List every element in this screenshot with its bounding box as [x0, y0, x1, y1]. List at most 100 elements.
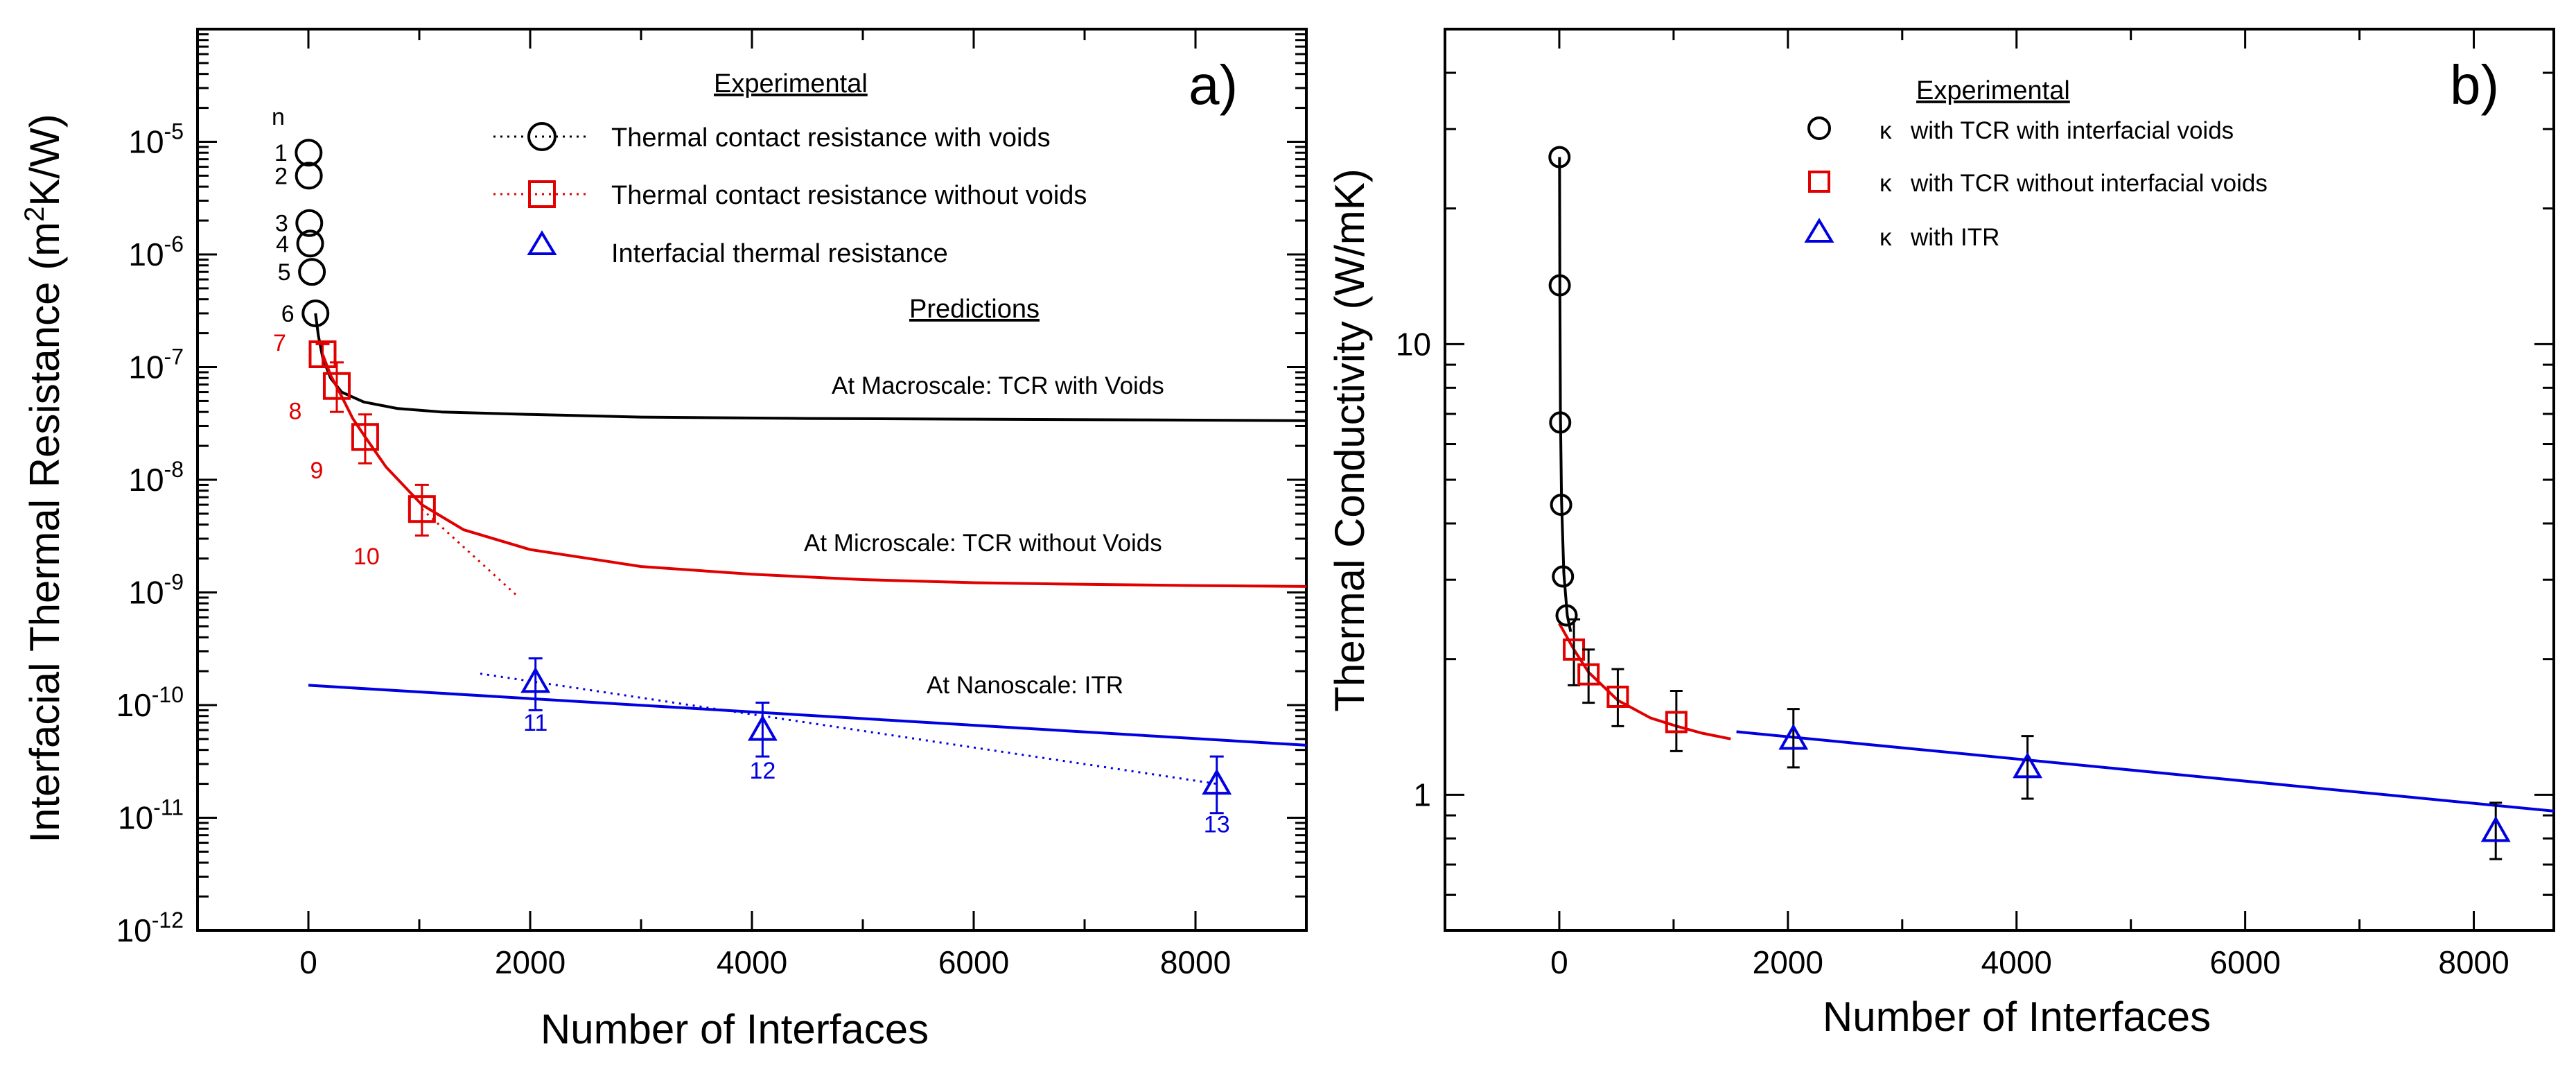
- data-point-circle: [295, 139, 323, 167]
- y-tick-label: 10-5: [128, 119, 184, 160]
- x-tick-label: 8000: [1160, 944, 1231, 980]
- panel-a-legend-title: Experimental: [714, 69, 868, 98]
- data-point-circle: [1548, 274, 1571, 297]
- fit-curve-2: [308, 684, 1307, 747]
- y-tick-label: 10: [1396, 326, 1431, 362]
- point-label: 8: [288, 399, 301, 425]
- panel-a-fit-curves: [308, 313, 1307, 747]
- panel-b-legend-marker-square: [1808, 171, 1830, 193]
- x-tick-label: 6000: [2209, 944, 2280, 980]
- data-point-square: [1665, 711, 1688, 734]
- panel-a-predictions-title: Predictions: [909, 295, 1040, 324]
- point-label: 13: [1204, 812, 1230, 838]
- x-tick-label: 0: [1550, 944, 1568, 980]
- panel-b-fit-curves: [1558, 157, 2555, 813]
- panel-a-label: a): [1189, 54, 1238, 116]
- y-tick-label: 10-12: [116, 908, 184, 948]
- macroscale-label: At Macroscale: TCR with Voids: [832, 372, 1164, 399]
- panel-a-legend-label-voids: Thermal contact resistance with voids: [611, 123, 1051, 153]
- y-tick-label: 10-9: [128, 570, 184, 611]
- x-tick-label: 2000: [495, 944, 566, 980]
- point-label: 3: [275, 211, 288, 237]
- fit-curve-1: [1558, 623, 1731, 740]
- data-point-triangle: [2013, 752, 2043, 779]
- x-tick-label: 4000: [1981, 944, 2052, 980]
- fit-curve-0: [314, 313, 1307, 422]
- data-point-circle: [295, 209, 324, 237]
- y-tick-label: 10-11: [118, 795, 184, 836]
- data-point-circle: [1550, 494, 1572, 517]
- point-label: 4: [276, 231, 289, 257]
- microscale-label: At Microscale: TCR without Voids: [804, 530, 1162, 557]
- fit-curve-1: [321, 354, 1307, 588]
- data-point-triangle: [1202, 768, 1232, 795]
- panel-a-legend-marker-square: [528, 180, 556, 208]
- panel-a-legend-label-itr: Interfacial thermal resistance: [611, 239, 948, 268]
- y-tick-label: 10-8: [128, 457, 184, 498]
- data-point-triangle: [1778, 723, 1809, 750]
- panel-b-legend-kappa-1: κ: [1880, 117, 1892, 144]
- point-label: 10: [353, 544, 380, 570]
- panel-b-legend-title: Experimental: [1916, 76, 2070, 105]
- data-point-circle: [295, 162, 323, 190]
- panel-a-legend-marker-triangle: [527, 230, 557, 255]
- data-point-circle: [1548, 146, 1571, 168]
- panel-b-legend-kappa-2: κ: [1880, 170, 1892, 197]
- panel-a-legend-label-novoids: Thermal contact resistance without voids: [611, 181, 1087, 210]
- y-tick-label: 10-6: [128, 232, 184, 272]
- data-point-circle: [1555, 604, 1578, 627]
- panel-a-trendlines: [421, 508, 1217, 786]
- x-tick-label: 0: [299, 944, 317, 980]
- data-point-square: [322, 372, 351, 400]
- point-label: 2: [274, 163, 288, 189]
- panel-a-legend-marker-circle: [527, 122, 557, 151]
- nanoscale-label: At Nanoscale: ITR: [927, 672, 1123, 699]
- panel-a-chart: 0 2000 4000 6000 8000 10-1210-1110-1010-910-…: [19, 28, 1308, 1052]
- panel-b-legend-label-2: with TCR without interfacial voids: [1910, 170, 2268, 197]
- data-point-triangle: [520, 666, 551, 693]
- panel-b-data-points: [1548, 146, 2511, 860]
- data-point-circle: [301, 299, 330, 327]
- panel-b-chart: 0 2000 4000 6000 8000 1 10 Number of Interfac…: [1326, 28, 2555, 1040]
- trendline-0: [421, 508, 520, 599]
- panel-b-legend-marker-circle: [1807, 116, 1831, 140]
- data-point-circle: [298, 258, 326, 286]
- x-tick-label: 8000: [2438, 944, 2509, 980]
- panel-b-x-axis-title: Number of Interfaces: [1823, 994, 2211, 1040]
- data-point-circle: [1549, 411, 1572, 434]
- panel-b-y-tick-labels: 1 10: [1396, 326, 1431, 813]
- panel-a-plot-frame: [196, 28, 1308, 932]
- x-tick-label: 4000: [717, 944, 787, 980]
- panel-b-legend-marker-triangle: [1804, 218, 1834, 243]
- fit-curve-2: [1736, 730, 2555, 813]
- x-tick-label: 6000: [938, 944, 1009, 980]
- data-point-triangle: [747, 715, 778, 741]
- panel-b-legend-label-1: with TCR with interfacial voids: [1910, 117, 2234, 144]
- panel-b-axis-ticks: [1444, 28, 2554, 932]
- y-tick-label: 1: [1413, 777, 1431, 813]
- point-label: 12: [749, 758, 776, 784]
- panel-b-x-tick-labels: 0 2000 4000 6000 8000: [1550, 944, 2509, 980]
- point-label: 5: [278, 259, 291, 286]
- data-point-square: [408, 495, 436, 523]
- point-label: 11: [523, 710, 547, 736]
- panel-a-x-axis-title: Number of Interfaces: [541, 1006, 929, 1052]
- panel-a-axis-ticks: [196, 28, 1308, 932]
- panel-b-legend-label-3: with ITR: [1910, 224, 1999, 251]
- y-tick-label: 10-7: [128, 345, 184, 385]
- panel-b-y-axis-title: Thermal Conductivity (W/mK): [1326, 168, 1373, 711]
- panel-a-y-axis-title: Interfacial Thermal Resistance (m2K/W): [19, 114, 68, 842]
- panel-a-y-tick-labels: 10-12 10-11 10-10 10-9 10-8 10-7 10-6 10-5: [116, 119, 184, 949]
- point-label: 1: [274, 140, 288, 166]
- point-label: 7: [273, 330, 286, 356]
- y-tick-label: 10-10: [116, 682, 184, 723]
- data-point-triangle: [2480, 815, 2511, 842]
- data-point-square: [1606, 685, 1629, 708]
- data-point-square: [351, 423, 379, 451]
- x-tick-label: 2000: [1753, 944, 1823, 980]
- data-point-circle: [296, 229, 324, 258]
- panel-b-legend-kappa-3: κ: [1880, 224, 1892, 251]
- point-label: 9: [310, 458, 323, 484]
